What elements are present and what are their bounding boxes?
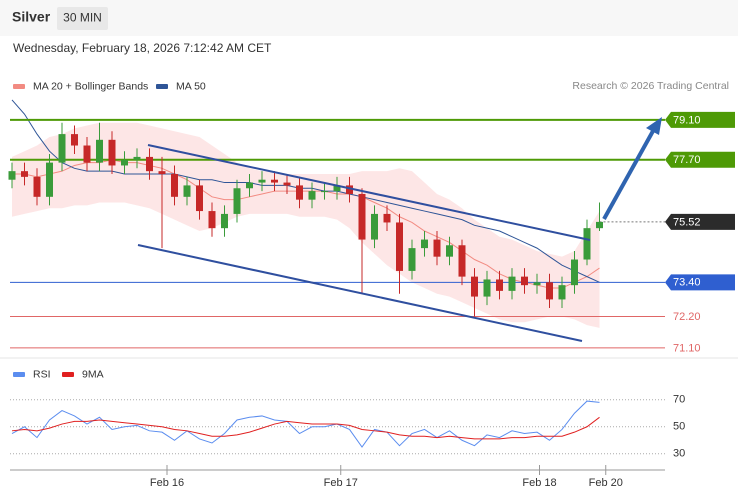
candle-body (133, 156, 141, 160)
candle-body (58, 134, 66, 163)
candle-body (246, 182, 253, 189)
timestamp: Wednesday, February 18, 2026 7:12:42 AM … (13, 41, 272, 55)
trend-line (137, 244, 583, 342)
plot: MA 20 + Bollinger Bands MA 50 79.10 77.70 75… (8, 80, 735, 489)
candle-body (221, 213, 228, 229)
level-tag (665, 111, 735, 128)
candle-body (546, 282, 553, 300)
level-label: 79.10 (673, 114, 701, 126)
level-tag (665, 151, 735, 168)
y-tick-label: 50 (673, 421, 685, 433)
candle-body (46, 162, 53, 197)
candle-body (158, 171, 166, 175)
candle-body (521, 276, 528, 286)
candle-body (421, 239, 428, 249)
x-tick-label: Feb 17 (324, 477, 358, 489)
candle-body (121, 159, 128, 166)
candle-body (333, 185, 341, 192)
header-bar (0, 0, 738, 36)
candle-body (458, 245, 466, 277)
candle-body (321, 191, 328, 193)
candle-body (8, 171, 16, 180)
candle-body (183, 185, 191, 197)
legend-swatch (13, 84, 25, 89)
legend-label: MA 50 (176, 80, 206, 92)
candle-body (208, 211, 216, 229)
legend-label: 9MA (82, 368, 104, 380)
candle-body (508, 276, 516, 291)
candle-body (446, 245, 453, 257)
legend-swatch (62, 372, 74, 377)
candle-body (71, 134, 78, 146)
candle-body (171, 174, 178, 197)
candle-body (533, 282, 541, 286)
candle-body (496, 279, 503, 291)
level-label: 71.10 (673, 342, 701, 354)
candle-body (471, 276, 478, 297)
x-tick-label: Feb 16 (150, 477, 184, 489)
candle-body (21, 171, 28, 177)
candle-body (96, 139, 103, 163)
candle-body (358, 193, 366, 240)
instrument: Silver (12, 9, 51, 25)
candle-body (571, 259, 578, 286)
interval-badge[interactable] (57, 7, 108, 30)
candle-body (558, 285, 566, 300)
candle-body (258, 179, 266, 183)
y-tick-label: 30 (673, 448, 685, 460)
legend-label: RSI (33, 368, 51, 380)
candle-body (83, 145, 91, 163)
rsi-line (11, 400, 600, 448)
candle-body (371, 213, 378, 240)
forecast-arrow (602, 130, 655, 220)
candle-body (596, 221, 603, 229)
candle-body (346, 185, 353, 194)
interval[interactable]: 30 MIN (63, 11, 102, 25)
candle-body (408, 248, 416, 271)
x-tick-label: Feb 18 (522, 477, 556, 489)
candle-body (108, 139, 116, 166)
candle-body (396, 222, 403, 271)
rsi-line (11, 416, 600, 440)
candle-body (433, 239, 441, 257)
moving-average (11, 99, 600, 283)
candle-body (33, 176, 41, 197)
level-tag (665, 274, 735, 291)
credit: Research © 2026 Trading Central (572, 80, 729, 92)
candle-body (296, 185, 303, 200)
level-label: 73.40 (673, 277, 701, 289)
annotations (137, 117, 662, 342)
level-label: 77.70 (673, 154, 701, 166)
x-tick-label: Feb 20 (589, 477, 623, 489)
arrow-head (646, 117, 662, 135)
level-tag (665, 213, 735, 230)
candle-body (233, 188, 241, 214)
candle-body (308, 191, 316, 200)
candle-body (271, 179, 278, 183)
legend-swatch (13, 372, 25, 377)
trend-line (147, 144, 591, 241)
candle-body (483, 279, 491, 297)
y-tick-label: 70 (673, 394, 685, 406)
candle-body (583, 228, 591, 260)
candle-body (283, 182, 291, 186)
legend-swatch (156, 84, 168, 89)
level-label: 72.20 (673, 311, 701, 323)
candle-body (383, 213, 391, 223)
candle-body (196, 185, 203, 212)
candle-body (146, 156, 153, 172)
legend-label: MA 20 + Bollinger Bands (33, 80, 148, 92)
level-label: 75.52 (673, 216, 701, 228)
